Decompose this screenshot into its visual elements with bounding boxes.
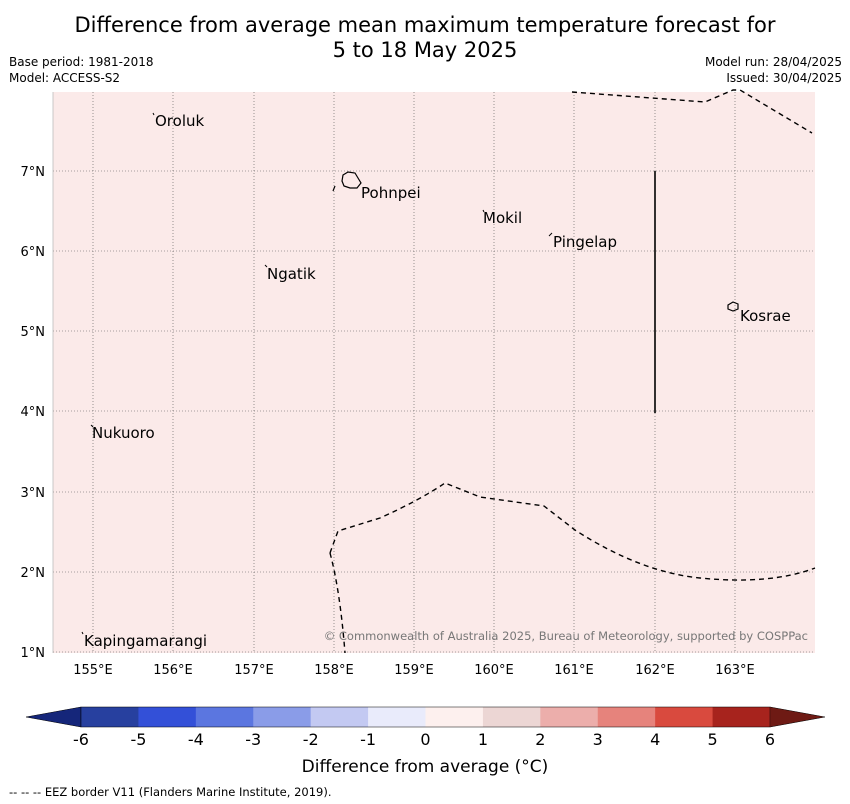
colorbar-segment <box>425 707 484 727</box>
lon-tick-159e: 159°E <box>394 663 434 678</box>
colorbar-label: Difference from average (°C) <box>301 757 549 777</box>
colorbar-low-extend <box>25 706 82 728</box>
lat-tick-3n: 3°N <box>21 486 46 501</box>
colorbar-tick-label: -2 <box>303 730 319 749</box>
colorbar-segment <box>310 707 369 727</box>
lat-tick-6n: 6°N <box>21 245 46 260</box>
lon-tick-158e: 158°E <box>314 663 354 678</box>
lon-tick-162e: 162°E <box>635 663 675 678</box>
place-label-pohnpei: Pohnpei <box>361 184 421 202</box>
lat-tick-2n: 2°N <box>21 566 46 581</box>
colorbar-tick-label: 3 <box>593 730 603 749</box>
place-label-mokil: Mokil <box>483 209 522 227</box>
base-period: Base period: 1981-2018 <box>9 55 154 69</box>
gridlines <box>53 92 815 653</box>
title-line-2: 5 to 18 May 2025 <box>332 38 518 62</box>
colorbar-tick-label: 5 <box>707 730 717 749</box>
lat-tick-1n: 1°N <box>21 646 46 661</box>
lon-tick-155e: 155°E <box>73 663 113 678</box>
pohnpei-island <box>341 171 362 189</box>
lon-tick-156e: 156°E <box>153 663 193 678</box>
lon-tick-163e: 163°E <box>715 663 755 678</box>
kosrae-island <box>727 301 739 312</box>
colorbar-tick-label: 1 <box>478 730 488 749</box>
eez-borders <box>329 89 816 654</box>
colorbar-segment <box>138 707 197 727</box>
colorbar-tick-label: -3 <box>245 730 261 749</box>
lon-tick-161e: 161°E <box>554 663 594 678</box>
model-name: Model: ACCESS-S2 <box>9 71 121 85</box>
map-background <box>53 92 815 653</box>
small-border-segment <box>332 185 336 192</box>
colorbar-high-extend <box>769 706 826 728</box>
place-label-nukuoro: Nukuoro <box>92 424 155 442</box>
colorbar-tick-label: -4 <box>188 730 204 749</box>
colorbar-segment <box>368 707 426 727</box>
lon-tick-160e: 160°E <box>474 663 514 678</box>
colorbar-segment <box>655 707 714 727</box>
meta-left: Base period: 1981-2018 Model: ACCESS-S2 <box>9 54 154 86</box>
colorbar-tick-label: 4 <box>650 730 660 749</box>
place-label-kosrae: Kosrae <box>740 307 791 325</box>
place-label-oroluk: Oroluk <box>155 112 204 130</box>
colorbar-tick-label: 0 <box>420 730 430 749</box>
copyright-note: © Commonwealth of Australia 2025, Bureau… <box>324 629 808 643</box>
colorbar-tick-label: -1 <box>360 730 376 749</box>
colorbar-segment <box>253 707 312 727</box>
place-label-kapingamarangi: Kapingamarangi <box>84 632 207 650</box>
place-label-pingelap: Pingelap <box>553 233 617 251</box>
colorbar-segment <box>81 707 139 727</box>
colorbar-tick-label: 2 <box>535 730 545 749</box>
place-label-ngatik: Ngatik <box>267 265 316 283</box>
colorbar-tick-label: -5 <box>130 730 146 749</box>
lat-tick-4n: 4°N <box>21 405 46 420</box>
model-run: Model run: 28/04/2025 <box>704 55 842 69</box>
atoll-markers <box>81 112 553 635</box>
colorbar-segment <box>712 707 771 727</box>
colorbar-tick-label: -6 <box>73 730 89 749</box>
lat-tick-7n: 7°N <box>21 165 46 180</box>
issued-date: Issued: 30/04/2025 <box>726 71 842 85</box>
title-line-1: Difference from average mean maximum tem… <box>74 13 776 37</box>
colorbar-segment <box>540 707 599 727</box>
colorbar: -6 -5 -4 -3 -2 -1 0 1 2 3 4 5 6 <box>25 706 826 749</box>
lat-tick-5n: 5°N <box>21 325 46 340</box>
colorbar-segment <box>597 707 656 727</box>
lon-tick-157e: 157°E <box>234 663 274 678</box>
colorbar-tick-label: 6 <box>765 730 775 749</box>
colorbar-segment <box>195 707 254 727</box>
meta-right: Model run: 28/04/2025 Issued: 30/04/2025 <box>705 54 842 86</box>
footer-note: -- -- -- EEZ border V11 (Flanders Marine… <box>9 785 332 799</box>
colorbar-segment <box>482 707 541 727</box>
